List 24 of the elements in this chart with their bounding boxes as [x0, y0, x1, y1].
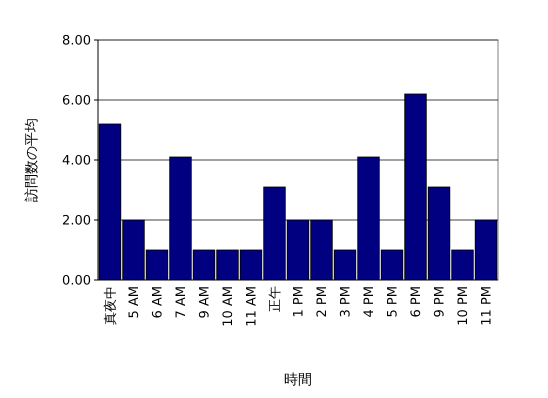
x-tick-label: 7 AM — [174, 286, 190, 319]
x-tick-label: 正午 — [268, 286, 284, 312]
x-tick-label: 10 PM — [456, 286, 472, 326]
y-axis-title: 訪問数の平均 — [24, 118, 40, 202]
x-tick-label: 10 AM — [221, 286, 236, 327]
y-tick-label: 6.00 — [62, 94, 91, 109]
x-tick-label: 9 PM — [432, 286, 448, 318]
x-tick-label: 1 PM — [292, 286, 307, 318]
y-tick-label: 0.00 — [62, 274, 91, 289]
x-tick-label: 2 PM — [315, 286, 330, 318]
x-tick-label: 6 AM — [150, 286, 166, 319]
x-axis-title: 時間 — [284, 372, 312, 388]
x-tick-label: 真夜中 — [102, 286, 119, 325]
x-tick-label: 6 PM — [409, 286, 424, 318]
y-tick-label: 4.00 — [62, 154, 91, 169]
x-tick-label: 5 AM — [127, 286, 142, 319]
x-tick-label: 3 PM — [338, 286, 354, 318]
y-tick-label: 2.00 — [62, 214, 91, 229]
x-tick-label: 4 PM — [362, 286, 378, 318]
y-tick-label: 8.00 — [62, 34, 91, 49]
x-tick-label: 5 PM — [386, 286, 401, 318]
x-tick-label: 9 AM — [198, 286, 213, 319]
x-tick-label: 11 AM — [244, 286, 260, 327]
x-tick-label: 11 PM — [480, 286, 495, 326]
